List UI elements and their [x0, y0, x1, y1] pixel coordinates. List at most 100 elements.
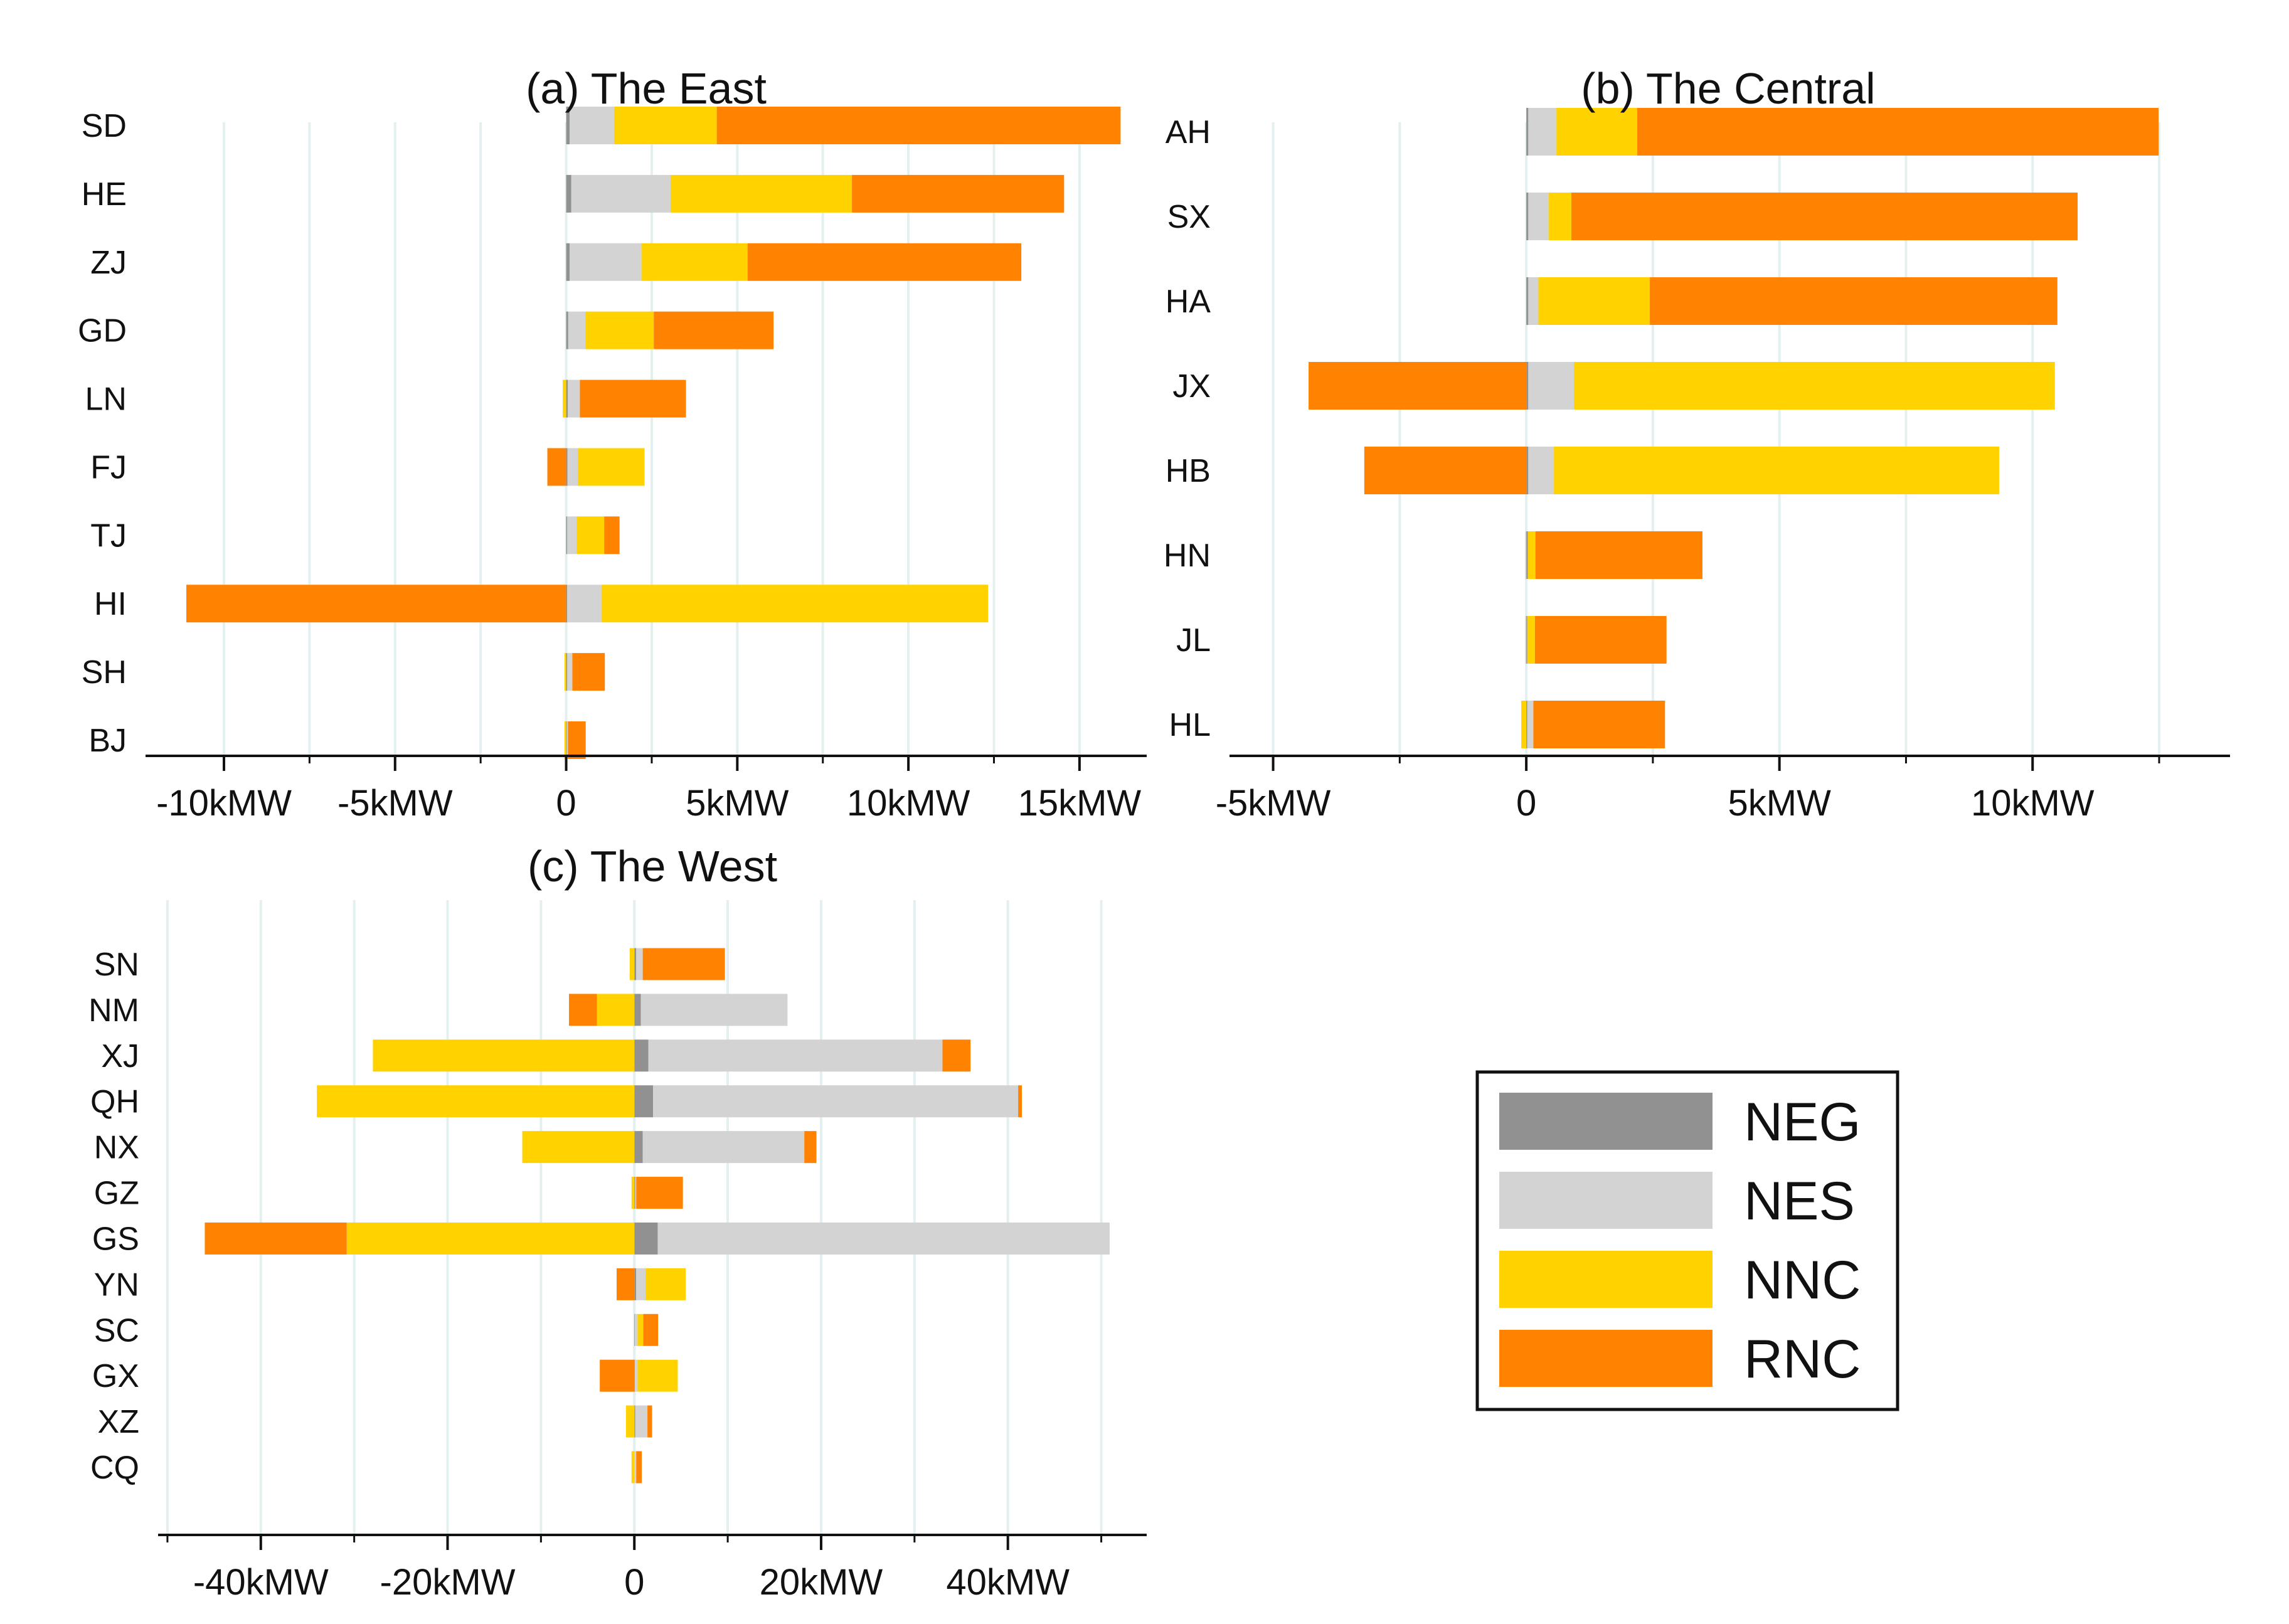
bar-jx-neg — [1526, 362, 1529, 410]
bar-xz-neg — [634, 1405, 635, 1438]
bar-cq-rnc — [636, 1451, 642, 1483]
category-label: GS — [92, 1221, 139, 1257]
bar-qh-neg — [634, 1085, 654, 1118]
bar-sx-neg — [1526, 193, 1529, 240]
panel-west: -40kMW -20kMW 0 20kMW 40kMW SN NM XJ QH NX GZ GS YN… — [88, 842, 1147, 1603]
bar-bj-nes — [566, 721, 568, 759]
legend-label-neg: NEG — [1744, 1092, 1861, 1152]
tick-labels-central: -5kMW 0 5kMW 10kMW — [1216, 783, 2095, 824]
bar-sc-neg — [634, 1314, 635, 1346]
category-label: JL — [1176, 622, 1211, 659]
category-label: YN — [94, 1266, 139, 1303]
bar-gz-neg — [634, 1177, 635, 1209]
bar-sx-rnc — [1571, 193, 2078, 240]
bar-gd-nes — [568, 311, 586, 349]
bar-gx-nnc — [637, 1359, 678, 1392]
bar-hi-rnc — [186, 585, 566, 623]
category-label: SH — [82, 654, 127, 691]
tick-label: 20kMW — [760, 1562, 883, 1603]
legend-swatch-rnc — [1499, 1330, 1713, 1387]
bar-tj-nnc — [576, 516, 605, 555]
bar-hl-nes — [1527, 701, 1534, 748]
bar-sx-nnc — [1548, 193, 1571, 240]
category-label: HN — [1164, 538, 1211, 574]
bar-gd-rnc — [654, 311, 774, 349]
tick-label: 10kMW — [1971, 783, 2095, 824]
bars-central — [1309, 108, 2159, 748]
bar-qh-rnc — [1018, 1085, 1022, 1118]
bar-ln-neg — [566, 379, 568, 418]
bar-gz-nes — [635, 1177, 637, 1209]
legend: NEG NES NNC RNC — [1475, 1070, 1899, 1411]
category-label: LN — [85, 381, 127, 418]
category-label: TJ — [90, 517, 127, 554]
bar-ha-rnc — [1650, 277, 2058, 325]
tick-label: 5kMW — [1728, 783, 1832, 824]
category-labels-central: AH SX HA JX HB HN JL HL — [1164, 114, 1211, 743]
bar-xj-nnc — [373, 1039, 635, 1072]
bar-gz-rnc — [636, 1177, 683, 1209]
bar-fj-nnc — [578, 448, 645, 486]
category-label: SC — [94, 1312, 139, 1349]
tick-label: 0 — [624, 1562, 644, 1603]
category-label: CQ — [90, 1450, 139, 1486]
bar-ha-neg — [1526, 277, 1529, 325]
bar-jl-neg — [1526, 616, 1527, 664]
bar-tj-nes — [567, 516, 577, 555]
category-label: HB — [1166, 453, 1211, 489]
category-label: ZJ — [90, 245, 127, 281]
bar-he-neg — [566, 174, 571, 213]
bar-hn-rnc — [1535, 531, 1702, 579]
bar-yn-nnc — [645, 1268, 686, 1300]
bar-gd-neg — [566, 311, 568, 349]
category-labels-west: SN NM XJ QH NX GZ GS YN SC GX XZ CQ — [88, 947, 139, 1486]
bars-west — [204, 948, 1110, 1483]
bar-bj-rnc — [568, 721, 586, 759]
bar-nm-neg — [634, 994, 641, 1026]
bar-sc-nnc — [637, 1314, 644, 1346]
bar-gx-rnc — [600, 1359, 635, 1392]
bar-ah-rnc — [1637, 108, 2159, 156]
tick-label: 15kMW — [1018, 783, 1142, 824]
bar-jx-nnc — [1573, 362, 2055, 410]
bar-ha-nnc — [1538, 277, 1650, 325]
bar-tj-neg — [566, 516, 568, 555]
bar-nm-nes — [640, 994, 788, 1026]
tick-labels-east: -10kMW -5kMW 0 5kMW 10kMW 15kMW — [156, 783, 1141, 824]
bar-jx-nes — [1528, 362, 1574, 410]
bar-sh-nes — [567, 653, 573, 691]
bar-yn-nes — [636, 1268, 646, 1300]
bar-xj-rnc — [942, 1039, 971, 1072]
bar-sd-nes — [570, 107, 614, 144]
bar-sn-nnc — [629, 948, 635, 980]
x-axis-central — [1229, 755, 2230, 771]
tick-label: -10kMW — [156, 783, 292, 824]
bar-fj-nes — [567, 448, 578, 486]
bar-bj-nnc — [564, 721, 566, 759]
bar-hb-nes — [1528, 447, 1554, 494]
bar-gx-nes — [634, 1359, 638, 1392]
bar-hl-nnc — [1521, 701, 1527, 748]
bar-xj-neg — [634, 1039, 649, 1072]
category-label: SX — [1167, 199, 1211, 235]
bar-tj-rnc — [604, 516, 620, 555]
panel-central: -5kMW 0 5kMW 10kMW AH SX HA JX HB HN JL HL (b) The… — [1164, 64, 2230, 824]
bar-ha-nes — [1528, 277, 1539, 325]
bar-hi-nnc — [601, 585, 989, 623]
bar-nm-nnc — [597, 994, 635, 1026]
bar-jx-rnc — [1309, 362, 1527, 410]
category-label: HA — [1166, 284, 1211, 320]
tick-label: 0 — [556, 783, 576, 824]
bar-sd-rnc — [716, 107, 1121, 144]
bar-zj-nnc — [641, 243, 748, 281]
category-label: GZ — [94, 1176, 139, 1212]
bar-ah-neg — [1526, 108, 1529, 156]
bar-gd-nnc — [585, 311, 654, 349]
tick-label: -5kMW — [1216, 783, 1331, 824]
category-label: AH — [1166, 114, 1211, 151]
bar-sc-nes — [634, 1314, 638, 1346]
legend-swatch-nes — [1499, 1172, 1713, 1229]
bar-sn-nes — [636, 948, 643, 980]
bar-jl-rnc — [1534, 616, 1667, 664]
category-labels-east: SD HE ZJ GD LN FJ TJ HI SH BJ — [78, 108, 127, 759]
